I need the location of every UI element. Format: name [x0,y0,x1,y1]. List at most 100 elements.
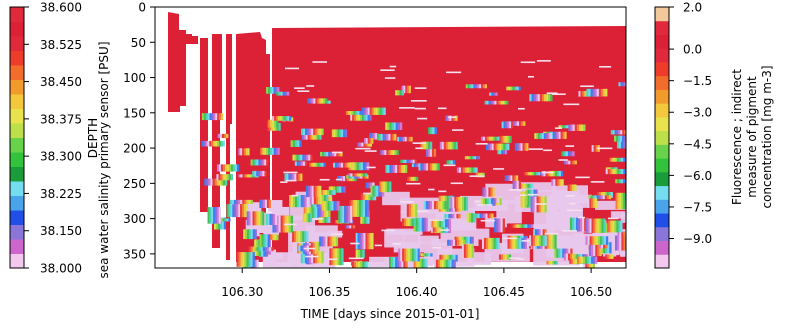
speckle-stripe [258,211,261,226]
speckle-stripe [246,211,249,226]
striped-speckle [404,204,418,217]
speckle-stripe [386,150,389,155]
speckle-stripe [620,220,623,233]
speckle-stripe [628,136,630,142]
speckle-dash [509,257,521,259]
speckle-stripe [302,231,305,243]
speckle-stripe [358,162,362,171]
speckle-stripe [252,229,255,240]
speckle-stripe [499,135,502,143]
speckle-stripe [306,194,309,208]
speckle-stripe [369,142,372,147]
speckle-stripe [329,190,332,195]
speckle-stripe [485,143,489,151]
speckle-stripe [248,174,251,178]
speckle-stripe [366,174,369,179]
striped-speckle [346,174,369,179]
speckle-stripe [335,201,338,211]
speckle-stripe [229,199,232,205]
speckle-stripe [490,187,493,197]
striped-speckle [446,160,456,165]
speckle-stripe [560,131,563,139]
speckle-stripe [328,217,331,223]
speckle-dash [575,176,590,179]
speckle-stripe [333,190,336,195]
speckle-stripe [590,195,593,200]
speckle-stripe [282,215,285,233]
speckle-dash [313,218,324,220]
speckle-stripe [296,173,299,181]
speckle-stripe [345,176,348,182]
speckle-stripe [536,229,540,240]
speckle-stripe [353,261,357,268]
speckle-stripe [428,163,431,171]
speckle-stripe [423,201,427,210]
speckle-stripe [448,195,451,212]
speckle-stripe [223,217,227,230]
speckle-stripe [231,199,235,205]
right-colorbar-cell [655,34,669,49]
left-colorbar-tick-label: 38.000 [40,262,82,276]
speckle-stripe [218,174,221,181]
striped-speckle [598,244,608,249]
speckle-dash [363,192,372,195]
speckle-stripe [477,172,481,178]
speckle-stripe [365,210,368,224]
speckle-stripe [339,248,342,266]
speckle-stripe [222,140,225,147]
speckle-stripe [387,164,390,173]
speckle-stripe [456,167,460,173]
striped-speckle [361,107,386,115]
speckle-stripe [591,256,594,264]
speckle-stripe [399,136,402,142]
speckle-stripe [390,150,393,155]
speckle-stripe [357,111,360,115]
speckle-dash [291,194,299,197]
speckle-stripe [456,196,459,211]
speckle-dash [381,229,395,232]
speckle-stripe [447,259,450,268]
speckle-stripe [238,199,241,205]
speckle-dash [599,65,612,68]
speckle-stripe [357,114,361,121]
speckle-stripe [487,143,491,151]
speckle-stripe [319,236,322,247]
speckle-stripe [610,192,613,198]
speckle-stripe [501,143,504,151]
speckle-stripe [525,172,529,176]
low-value-patch [268,200,283,212]
speckle-stripe [569,184,573,192]
speckle-dash [374,244,383,247]
speckle-stripe [622,130,625,135]
speckle-stripe [639,232,641,242]
speckle-stripe [430,227,433,233]
speckle-stripe [449,208,452,212]
speckle-stripe [368,193,371,201]
striped-speckle [615,235,626,251]
right-colorbar-tick-label: −7.5 [683,200,712,214]
speckle-stripe [497,143,500,151]
speckle-stripe [560,248,563,258]
speckle-stripe [384,133,387,141]
speckle-stripe [610,130,613,135]
speckle-stripe [364,174,367,179]
speckle-stripe [525,224,528,228]
speckle-stripe [567,253,571,261]
speckle-stripe [261,199,264,208]
speckle-stripe [362,174,365,179]
striped-speckle [302,213,313,223]
speckle-stripe [443,219,446,234]
speckle-stripe [576,217,579,232]
speckle-stripe [468,213,472,223]
speckle-stripe [390,133,393,141]
speckle-stripe [344,205,347,223]
speckle-stripe [367,162,370,171]
speckle-stripe [219,113,222,121]
speckle-dash [527,75,535,78]
speckle-stripe [472,156,475,160]
speckle-stripe [348,173,351,177]
right-colorbar-cell [655,89,669,104]
speckle-stripe [473,84,476,89]
speckle-stripe [338,151,341,157]
speckle-stripe [525,238,528,249]
